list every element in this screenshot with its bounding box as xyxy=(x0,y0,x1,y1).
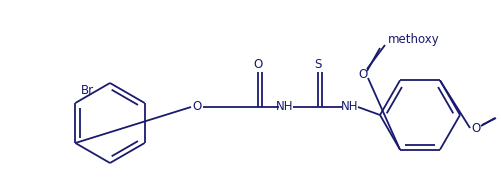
Text: NH: NH xyxy=(341,100,359,113)
Text: NH: NH xyxy=(276,100,294,113)
Text: O: O xyxy=(471,121,480,134)
Text: O: O xyxy=(192,100,201,113)
Text: methoxy: methoxy xyxy=(388,33,440,46)
Text: Br: Br xyxy=(81,84,94,97)
Text: O: O xyxy=(358,69,368,82)
Text: S: S xyxy=(314,57,322,70)
Text: O: O xyxy=(254,57,263,70)
